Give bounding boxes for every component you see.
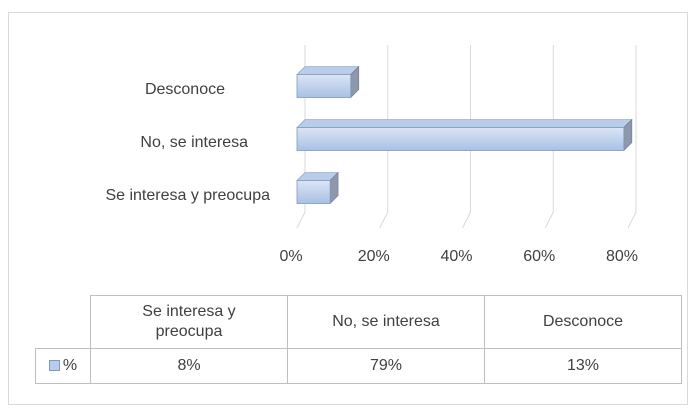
legend-entry: % [35, 348, 91, 384]
table-value: 13% [484, 348, 682, 384]
bar-front [296, 74, 352, 98]
x-tick-label: 40% [440, 248, 472, 265]
legend-swatch [48, 360, 60, 371]
bar-top [296, 119, 633, 128]
bar [296, 65, 360, 99]
y-tick-label: Desconoce [145, 81, 225, 98]
grid-line [296, 45, 306, 229]
x-tick-label: 20% [358, 248, 390, 265]
data-table: Se interesa y preocupa No, se interesa Des… [35, 295, 682, 384]
grid-line [379, 45, 389, 229]
bar-top [296, 66, 360, 75]
x-tick-label: 80% [606, 248, 638, 265]
x-tick-label: 0% [279, 248, 302, 265]
table-header: Se interesa y preocupa [142, 303, 236, 340]
table-value: 8% [90, 348, 288, 384]
bar-front [296, 127, 625, 151]
x-tick-label: 60% [523, 248, 555, 265]
y-tick-label: No, se interesa [140, 134, 248, 151]
grid-line [544, 45, 554, 229]
table-header: No, se interesa [332, 313, 440, 330]
y-tick-label: Se interesa y preocupa [105, 187, 270, 204]
grid-line [627, 45, 637, 229]
table-header: Desconoce [542, 313, 624, 330]
bar [296, 118, 633, 152]
chart-border [8, 12, 688, 405]
grid-line [462, 45, 471, 229]
legend-label: % [62, 357, 78, 374]
bar [296, 171, 339, 205]
bar-front [296, 180, 331, 204]
table-value: 79% [287, 348, 485, 384]
